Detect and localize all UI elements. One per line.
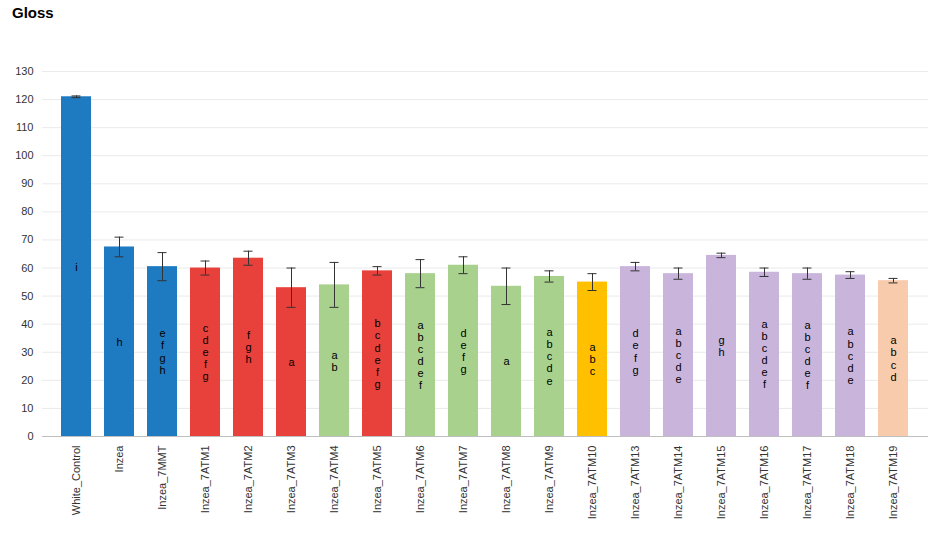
svg-text:20: 20: [21, 374, 33, 386]
svg-text:40: 40: [21, 318, 33, 330]
svg-text:efgh: efgh: [159, 327, 165, 375]
svg-text:0: 0: [27, 430, 33, 442]
svg-text:130: 130: [15, 65, 33, 77]
svg-text:fgh: fgh: [245, 329, 251, 365]
svg-text:120: 120: [15, 93, 33, 105]
svg-text:gh: gh: [718, 334, 724, 358]
svg-text:a: a: [288, 356, 295, 368]
html-text:Gloss: Gloss: [12, 4, 54, 21]
svg-text:Inzea: Inzea: [113, 445, 125, 473]
svg-text:Inzea_7ATM18: Inzea_7ATM18: [844, 446, 856, 520]
svg-text:70: 70: [21, 233, 33, 245]
svg-text:abcdef: abcdef: [417, 319, 424, 392]
svg-text:abcde: abcde: [546, 326, 553, 386]
svg-text:Inzea_7ATM1: Inzea_7ATM1: [199, 446, 211, 514]
svg-text:Inzea_7ATM16: Inzea_7ATM16: [758, 446, 770, 520]
svg-text:Inzea_7ATM2: Inzea_7ATM2: [242, 446, 254, 514]
svg-text:abcde: abcde: [675, 325, 682, 385]
svg-text:10: 10: [21, 402, 33, 414]
svg-text:Inzea_7MMT: Inzea_7MMT: [156, 445, 168, 509]
svg-text:defg: defg: [460, 327, 466, 375]
svg-text:h: h: [116, 336, 122, 348]
svg-text:60: 60: [21, 262, 33, 274]
svg-text:i: i: [75, 261, 77, 273]
svg-text:Inzea_7ATM4: Inzea_7ATM4: [328, 446, 340, 514]
svg-text:Inzea_7ATM8: Inzea_7ATM8: [500, 446, 512, 514]
svg-text:abcde: abcde: [847, 325, 854, 385]
svg-text:Inzea_7ATM9: Inzea_7ATM9: [543, 446, 555, 514]
svg-text:ab: ab: [331, 349, 338, 373]
svg-text:Inzea_7ATM6: Inzea_7ATM6: [414, 446, 426, 514]
svg-text:cdefg: cdefg: [202, 322, 208, 382]
svg-text:90: 90: [21, 177, 33, 189]
svg-text:50: 50: [21, 290, 33, 302]
svg-text:abcdef: abcdef: [761, 318, 768, 391]
svg-text:a: a: [503, 355, 510, 367]
svg-text:defg: defg: [632, 327, 638, 375]
svg-text:abc: abc: [589, 341, 596, 377]
svg-text:abcd: abcd: [890, 334, 897, 382]
svg-text:Inzea_7ATM14: Inzea_7ATM14: [672, 446, 684, 520]
svg-text:White_Control: White_Control: [70, 446, 82, 516]
svg-text:80: 80: [21, 205, 33, 217]
svg-text:Inzea_7ATM3: Inzea_7ATM3: [285, 446, 297, 514]
svg-text:Inzea_7ATM13: Inzea_7ATM13: [629, 446, 641, 520]
svg-text:abcdef: abcdef: [804, 319, 811, 392]
svg-text:100: 100: [15, 149, 33, 161]
svg-text:bcdefg: bcdefg: [374, 317, 380, 390]
svg-text:30: 30: [21, 346, 33, 358]
svg-text:Inzea_7ATM19: Inzea_7ATM19: [887, 446, 899, 520]
svg-text:Inzea_7ATM7: Inzea_7ATM7: [457, 446, 469, 514]
svg-text:Inzea_7ATM10: Inzea_7ATM10: [586, 446, 598, 520]
svg-text:Inzea_7ATM17: Inzea_7ATM17: [801, 446, 813, 520]
svg-text:Inzea_7ATM5: Inzea_7ATM5: [371, 446, 383, 514]
svg-text:Inzea_7ATM15: Inzea_7ATM15: [715, 446, 727, 520]
svg-text:110: 110: [16, 121, 34, 133]
